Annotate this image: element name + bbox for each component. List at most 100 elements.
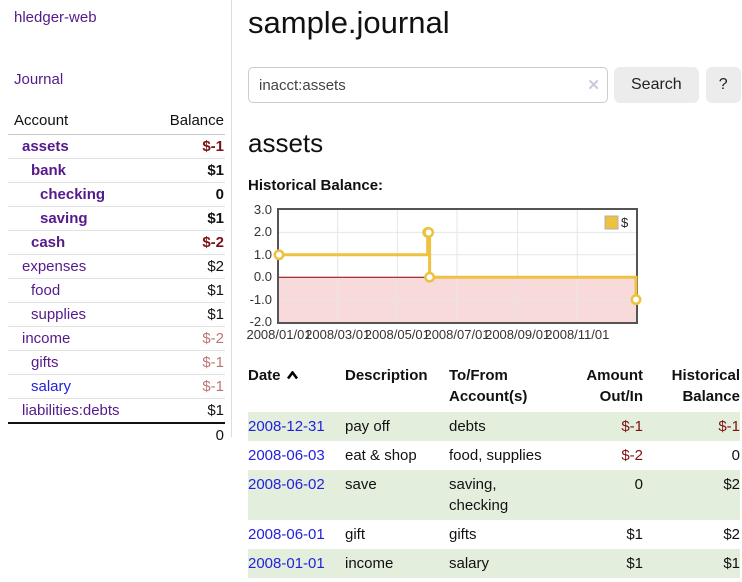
app-brand-link[interactable]: hledger-web	[14, 9, 97, 26]
transaction-row: 2008-06-02 save saving, checking 0 $2	[248, 470, 740, 520]
account-row: checking 0	[8, 182, 225, 207]
balance-header-line1: Historical	[671, 367, 740, 384]
transaction-date-link[interactable]: 2008-01-01	[248, 555, 325, 572]
accounts-header-line1: To/From	[449, 367, 508, 384]
transaction-balance: $-1	[643, 412, 740, 441]
account-balance: $1	[116, 206, 225, 231]
account-balance: $1	[116, 302, 225, 327]
register-header-balance: Historical Balance	[643, 365, 740, 412]
transaction-amount: $1	[560, 549, 643, 578]
register-header-amount: Amount Out/In	[560, 365, 643, 412]
svg-text:$: $	[621, 215, 629, 230]
transaction-description: income	[345, 549, 449, 578]
transaction-date-link[interactable]: 2008-06-01	[248, 526, 325, 543]
transaction-description: gift	[345, 526, 366, 543]
accounts-table: Account Balance assets $-1 bank $1 checking 0…	[8, 109, 225, 447]
account-link-food[interactable]: food	[31, 282, 61, 299]
balance-header-line2: Balance	[682, 388, 740, 405]
account-link-assets[interactable]: assets	[22, 138, 69, 155]
x-axis-tick: 2008/01/01	[246, 327, 312, 342]
chart-canvas: $	[273, 210, 642, 322]
account-balance: $-2	[116, 230, 225, 255]
page-title: sample.journal	[248, 5, 450, 40]
account-row: gifts $-1	[8, 350, 225, 375]
clear-search-icon[interactable]: ✕	[587, 77, 600, 94]
account-row: supplies $1	[8, 302, 225, 327]
account-heading: assets	[248, 128, 324, 158]
account-balance: $2	[116, 254, 225, 279]
account-row: liabilities:debts $1	[8, 399, 225, 424]
accounts-total-value: 0	[116, 422, 225, 447]
y-axis-tick: 0.0	[253, 269, 272, 285]
account-row: salary $-1	[8, 374, 225, 399]
account-link-supplies[interactable]: supplies	[31, 306, 87, 323]
account-row: income $-2	[8, 326, 225, 351]
transaction-row: 2008-12-31 pay off debts $-1 $-1	[248, 412, 740, 441]
account-row: bank $1	[8, 158, 225, 183]
y-axis-tick: -1.0	[249, 291, 272, 307]
x-axis-tick: 2008/09/01	[485, 327, 551, 342]
main-content: sample.journal ✕ Search ? assets Histori…	[246, 0, 742, 578]
transaction-row: 2008-06-03 eat & shop food, supplies $-2 0	[248, 441, 740, 470]
account-row: saving $1	[8, 206, 225, 231]
historical-balance-chart: $ 3.0 2.0 1.0 0.0 -1.0 -2.0 2008/01/01 2008/03…	[246, 202, 742, 345]
search-form: ✕ Search ?	[248, 67, 742, 103]
register-table: Date Description To/From Account(s) Amou…	[248, 365, 740, 578]
accounts-body: assets $-1 bank $1 checking 0 saving $1 cash $-2 e…	[8, 134, 225, 424]
transaction-balance: $2	[643, 470, 740, 520]
transaction-accounts: gifts	[449, 526, 477, 543]
register-header-description: Description	[345, 367, 428, 384]
account-link-salary[interactable]: salary	[31, 378, 72, 395]
transaction-accounts: debts	[449, 412, 560, 441]
accounts-header-line2: Account(s)	[449, 388, 528, 405]
account-balance: $-1	[116, 374, 225, 399]
register-body: 2008-12-31 pay off debts $-1 $-1 2008-06-03 ea…	[248, 412, 740, 578]
account-balance: $-2	[116, 326, 225, 351]
sidebar: hledger-web Journal Account Balance asse…	[0, 0, 232, 447]
account-balance: $-1	[116, 134, 225, 159]
transaction-balance: $1	[643, 549, 740, 578]
account-row: cash $-2	[8, 230, 225, 255]
account-balance: $-1	[116, 350, 225, 375]
chart-plot-area: $	[273, 208, 642, 324]
account-link-bank[interactable]: bank	[31, 162, 67, 179]
account-balance: $1	[116, 158, 225, 183]
y-axis-tick: 3.0	[253, 202, 272, 217]
account-link-saving[interactable]: saving	[40, 210, 88, 227]
register-header-date[interactable]: Date	[248, 365, 345, 412]
y-axis-tick: 1.0	[253, 246, 272, 262]
transaction-amount: $1	[626, 526, 643, 543]
x-axis-tick: 2008/03/01	[305, 327, 371, 342]
date-header-label: Date	[248, 367, 281, 384]
x-axis-tick: 2008/05/01	[364, 327, 430, 342]
account-link-checking[interactable]: checking	[40, 186, 106, 203]
register-header-accounts: To/From Account(s)	[449, 365, 560, 412]
transaction-date-link[interactable]: 2008-12-31	[248, 418, 325, 435]
transaction-accounts: saving, checking	[449, 470, 560, 520]
account-link-cash[interactable]: cash	[31, 234, 66, 251]
chart-heading: Historical Balance:	[248, 177, 384, 194]
account-row: food $1	[8, 278, 225, 303]
transaction-amount: $-1	[560, 412, 643, 441]
x-axis-tick: 2008/07/01	[424, 327, 490, 342]
sidebar-item-journal[interactable]: Journal	[14, 71, 64, 88]
transaction-accounts: food, supplies	[449, 447, 542, 464]
help-button[interactable]: ?	[705, 67, 741, 103]
search-button[interactable]: Search	[614, 67, 699, 103]
transaction-accounts: salary	[449, 549, 560, 578]
transaction-row: 2008-06-01 gift gifts $1 $2	[248, 520, 740, 549]
account-link-liabilities-debts[interactable]: liabilities:debts	[22, 402, 120, 419]
accounts-total-row: 0	[8, 422, 225, 447]
transaction-date-link[interactable]: 2008-06-02	[248, 476, 325, 493]
account-link-expenses[interactable]: expenses	[22, 258, 87, 275]
transaction-description: eat & shop	[345, 447, 417, 464]
sort-ascending-icon	[286, 365, 299, 386]
transaction-description: save	[345, 470, 449, 520]
account-row: assets $-1	[8, 134, 225, 159]
transaction-balance: 0	[731, 447, 740, 464]
x-axis-tick: 2008/11/01	[545, 327, 610, 342]
account-link-gifts[interactable]: gifts	[31, 354, 59, 371]
account-link-income[interactable]: income	[22, 330, 71, 347]
transaction-date-link[interactable]: 2008-06-03	[248, 447, 325, 464]
search-input[interactable]	[248, 67, 608, 103]
